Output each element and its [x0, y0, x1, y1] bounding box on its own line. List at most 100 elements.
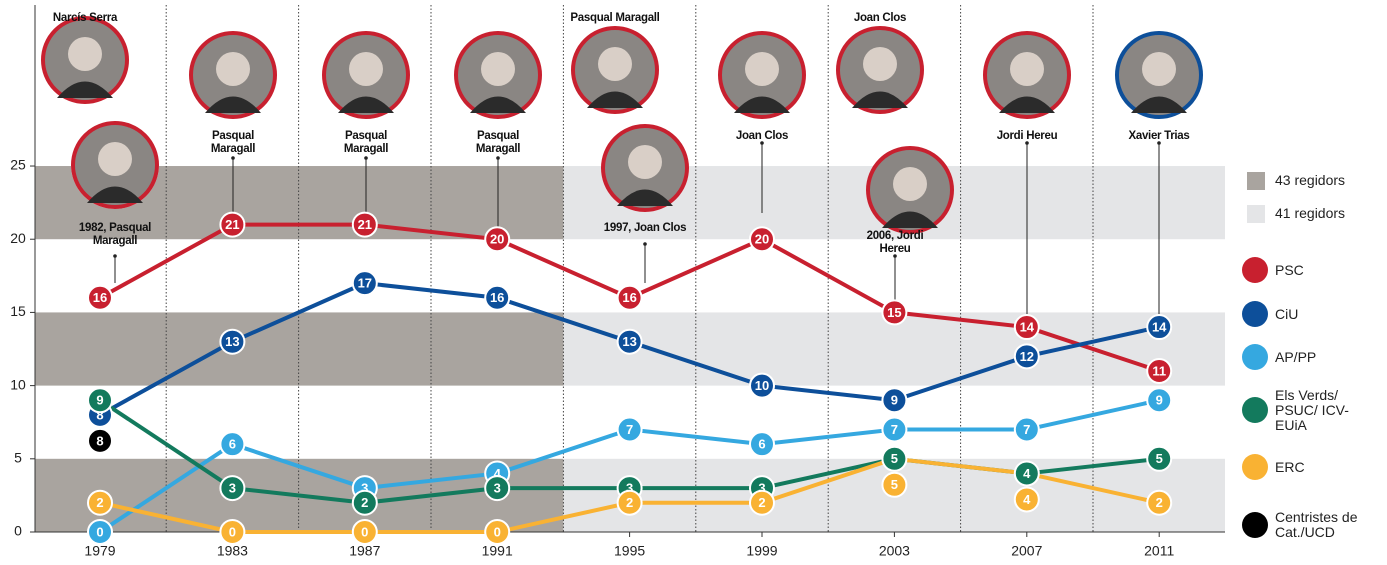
- portrait-face: [1010, 52, 1044, 86]
- value-label: 20: [490, 232, 504, 247]
- point: 16: [618, 286, 642, 310]
- chart-canvas: 0510152025197919831987199119951999200320…: [0, 0, 1387, 565]
- value-label: 10: [755, 378, 769, 393]
- value-label: 16: [93, 290, 107, 305]
- value-label: 0: [96, 524, 103, 539]
- value-label: 7: [1023, 422, 1030, 437]
- point: 13: [618, 330, 642, 354]
- point: 7: [618, 418, 642, 442]
- point: 7: [1015, 418, 1039, 442]
- point: 11: [1147, 359, 1171, 383]
- leader-dot: [231, 156, 235, 160]
- value-label: 14: [1152, 319, 1167, 334]
- value-label: 16: [490, 290, 504, 305]
- value-label: 9: [891, 393, 898, 408]
- portrait-face: [98, 142, 132, 176]
- annotation: 2006, Jordi Hereu: [855, 230, 935, 256]
- legend-label: 43 regidors: [1275, 173, 1359, 188]
- annotation: Pasqual Maragall: [463, 130, 533, 156]
- annotation: 1982, Pasqual Maragall: [65, 222, 165, 248]
- value-label: 3: [229, 481, 236, 496]
- value-label: 5: [1156, 451, 1163, 466]
- value-label: 2: [626, 495, 633, 510]
- x-tick-label: 1995: [614, 543, 645, 559]
- leader-dot: [364, 156, 368, 160]
- portrait-face: [863, 47, 897, 81]
- value-label: 16: [622, 290, 636, 305]
- leader-dot: [496, 156, 500, 160]
- legend-marker: [1242, 257, 1268, 283]
- value-label: 2: [96, 495, 103, 510]
- y-tick-label: 10: [10, 376, 26, 392]
- annotation: Joan Clos: [840, 12, 920, 25]
- annotation: 1997, Joan Clos: [590, 222, 700, 235]
- x-tick-label: 1979: [84, 543, 115, 559]
- point: 9: [1147, 388, 1171, 412]
- annotation: Pasqual Maragall: [198, 130, 268, 156]
- chart: 0510152025197919831987199119951999200320…: [0, 0, 1387, 565]
- value-label: 9: [1156, 393, 1163, 408]
- point: 9: [88, 388, 112, 412]
- point: 14: [1015, 315, 1039, 339]
- value-label: 21: [225, 217, 239, 232]
- legend-swatch: [1247, 205, 1265, 223]
- point: 17: [353, 271, 377, 295]
- point: 3: [220, 476, 244, 500]
- x-tick-label: 1999: [746, 543, 777, 559]
- portrait-face: [481, 52, 515, 86]
- value-label: 14: [1020, 319, 1035, 334]
- point: 20: [750, 227, 774, 251]
- point: 3: [485, 476, 509, 500]
- legend-label: Centristes de Cat./UCD: [1275, 510, 1359, 540]
- legend-marker: [1242, 512, 1268, 538]
- value-label: 3: [494, 481, 501, 496]
- value-label: 2: [1156, 495, 1163, 510]
- legend-marker: [1242, 344, 1268, 370]
- value-label: 7: [891, 422, 898, 437]
- value-label: 15: [887, 305, 901, 320]
- legend-swatch: [1247, 172, 1265, 190]
- x-tick-label: 1983: [217, 543, 248, 559]
- point: 15: [882, 300, 906, 324]
- annotation: Narcís Serra: [25, 12, 145, 25]
- annotation: Joan Clos: [722, 130, 802, 143]
- leader-dot: [643, 242, 647, 246]
- point: 7: [882, 418, 906, 442]
- legend-label: ERC: [1275, 460, 1359, 475]
- y-tick-label: 20: [10, 230, 26, 246]
- value-label: 6: [758, 437, 765, 452]
- value-label: 13: [622, 334, 636, 349]
- point: 2: [750, 491, 774, 515]
- point: 5: [1147, 447, 1171, 471]
- point: 6: [220, 432, 244, 456]
- point: 4: [1015, 461, 1039, 485]
- point: 5: [882, 447, 906, 471]
- point: 8: [88, 429, 112, 453]
- x-tick-label: 1991: [482, 543, 513, 559]
- value-label: 7: [626, 422, 633, 437]
- y-tick-label: 0: [14, 523, 22, 539]
- annotation: Jordi Hereu: [982, 130, 1072, 143]
- point: 0: [88, 520, 112, 544]
- portrait-face: [598, 47, 632, 81]
- value-label: 5: [891, 451, 898, 466]
- legend-marker: [1242, 397, 1268, 423]
- point: 0: [220, 520, 244, 544]
- point: 16: [88, 286, 112, 310]
- annotation: Xavier Trias: [1114, 130, 1204, 143]
- point: 2: [1147, 491, 1171, 515]
- value-label: 0: [494, 524, 501, 539]
- value-label: 20: [755, 232, 769, 247]
- band: [35, 312, 563, 385]
- value-label: 4: [1023, 492, 1031, 507]
- point: 4: [1015, 487, 1039, 511]
- value-label: 21: [358, 217, 372, 232]
- point: 21: [353, 213, 377, 237]
- legend-label: CiU: [1275, 307, 1359, 322]
- portrait-face: [216, 52, 250, 86]
- point: 0: [353, 520, 377, 544]
- value-label: 2: [758, 495, 765, 510]
- point: 2: [353, 491, 377, 515]
- point: 16: [485, 286, 509, 310]
- value-label: 13: [225, 334, 239, 349]
